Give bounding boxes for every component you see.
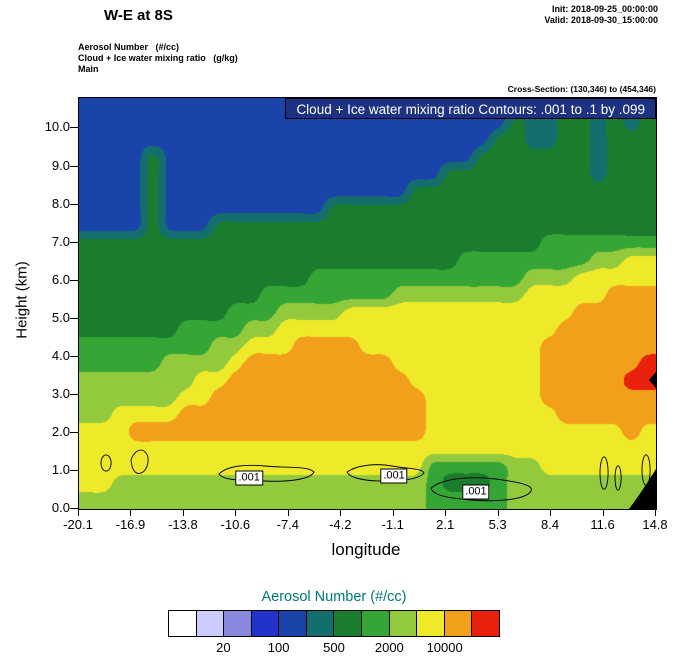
- y-tick-mark: [70, 165, 78, 167]
- x-tick-mark: [602, 509, 604, 516]
- y-tick-mark: [70, 127, 78, 129]
- contour-value-label: .001: [235, 470, 263, 486]
- y-tick-label: 9.0: [51, 157, 70, 173]
- cloud-contour-line: [641, 454, 651, 486]
- colorbar-cell: [472, 611, 499, 636]
- x-tick-mark: [445, 509, 447, 516]
- x-tick-mark: [182, 509, 184, 516]
- y-tick-mark: [70, 508, 78, 509]
- x-tick-label: -10.6: [220, 517, 251, 532]
- cloud-contour-line: [346, 464, 425, 482]
- colorbar-label: 2000: [374, 640, 404, 655]
- x-tick-mark: [78, 509, 79, 516]
- x-tick-label: -16.9: [115, 517, 146, 532]
- page-title: W-E at 8S: [104, 7, 173, 24]
- x-tick-label: 5.3: [488, 517, 507, 532]
- colorbar-cell: [196, 611, 225, 636]
- x-tick-mark: [235, 509, 237, 516]
- y-tick-label: 3.0: [51, 385, 70, 401]
- terrain-silhouette: [649, 372, 656, 388]
- contour-fill-canvas: [79, 98, 656, 509]
- y-tick-mark: [70, 241, 78, 243]
- colorbar-cell: [444, 611, 473, 636]
- x-tick-label: -7.4: [276, 517, 300, 532]
- x-tick-label: -13.8: [168, 517, 198, 532]
- cloud-contour-line: [430, 477, 532, 502]
- y-tick-mark: [70, 469, 78, 471]
- colorbar-cell: [224, 611, 252, 636]
- y-tick-label: 0.0: [51, 500, 70, 515]
- colorbar-label: 100: [267, 640, 290, 655]
- field-description-domain: Main: [78, 64, 99, 74]
- y-tick-mark: [70, 431, 78, 433]
- colorbar-cell: [279, 611, 307, 636]
- colorbar-cell: [417, 611, 445, 636]
- terrain-silhouette: [629, 469, 656, 509]
- colorbar-cell: [334, 611, 363, 636]
- legend-title: Aerosol Number (#/cc): [261, 589, 407, 605]
- y-tick-label: 4.0: [51, 347, 70, 363]
- colorbar-label: 500: [323, 640, 345, 655]
- contour-info-banner: Cloud + Ice water mixing ratio Contours:…: [285, 98, 656, 119]
- colorbar-label: 10000: [426, 640, 463, 655]
- y-tick-label: 7.0: [51, 233, 70, 249]
- y-tick-label: 1.0: [51, 461, 70, 477]
- cloud-contour-line: [100, 454, 112, 472]
- y-tick-mark: [70, 203, 78, 205]
- colorbar-cell: [251, 611, 280, 636]
- y-tick-mark: [70, 279, 78, 281]
- y-tick-mark: [70, 317, 78, 319]
- colorbar-cell: [389, 611, 418, 636]
- x-tick-mark: [130, 509, 132, 516]
- x-tick-label: -20.1: [63, 517, 93, 532]
- field-description-aerosol: Aerosol Number (#/cc): [78, 42, 180, 52]
- contour-lines-overlay: [100, 372, 656, 509]
- x-tick-label: -1.1: [381, 517, 404, 532]
- cross-section-label: Cross-Section: (130,346) to (454,346): [507, 84, 656, 94]
- x-tick-mark: [287, 509, 289, 516]
- y-tick-label: 5.0: [51, 309, 70, 325]
- x-tick-mark: [497, 509, 499, 516]
- y-tick-mark: [70, 393, 78, 395]
- x-tick-mark: [550, 509, 552, 516]
- x-tick-label: 14.8: [642, 517, 668, 532]
- y-tick-label: 2.0: [51, 423, 70, 439]
- colorbar-cell: [306, 611, 335, 636]
- x-tick-label: 2.1: [436, 517, 455, 532]
- x-tick-mark: [340, 509, 342, 516]
- cloud-contour-line: [130, 449, 149, 474]
- colorbar: [168, 610, 500, 637]
- x-tick-mark: [392, 509, 394, 516]
- init-timestamp: Init: 2018-09-25_00:00:00: [551, 4, 658, 14]
- cloud-contour-line: [614, 465, 622, 491]
- colorbar-label: 20: [216, 640, 231, 655]
- cloud-contour-line: [599, 456, 609, 490]
- y-tick-label: 6.0: [51, 271, 70, 287]
- field-description-cloud: Cloud + Ice water mixing ratio (g/kg): [78, 53, 238, 63]
- contour-value-label: .001: [462, 484, 490, 500]
- valid-timestamp: Valid: 2018-09-30_15:00:00: [544, 15, 658, 25]
- y-tick-label: 10.0: [44, 119, 70, 135]
- x-tick-label: 11.6: [590, 517, 615, 532]
- plot-area: Cloud + Ice water mixing ratio Contours:…: [78, 97, 657, 510]
- colorbar-cell: [362, 611, 390, 636]
- x-tick-label: -4.2: [329, 517, 352, 532]
- contour-value-label: .001: [380, 468, 408, 484]
- x-tick-mark: [655, 509, 656, 516]
- colorbar-cell: [169, 611, 197, 636]
- cloud-contour-line: [218, 464, 315, 482]
- y-tick-label: 8.0: [51, 195, 70, 211]
- x-tick-label: 8.4: [541, 517, 560, 532]
- y-tick-mark: [70, 355, 78, 357]
- x-axis-label: longitude: [331, 540, 401, 559]
